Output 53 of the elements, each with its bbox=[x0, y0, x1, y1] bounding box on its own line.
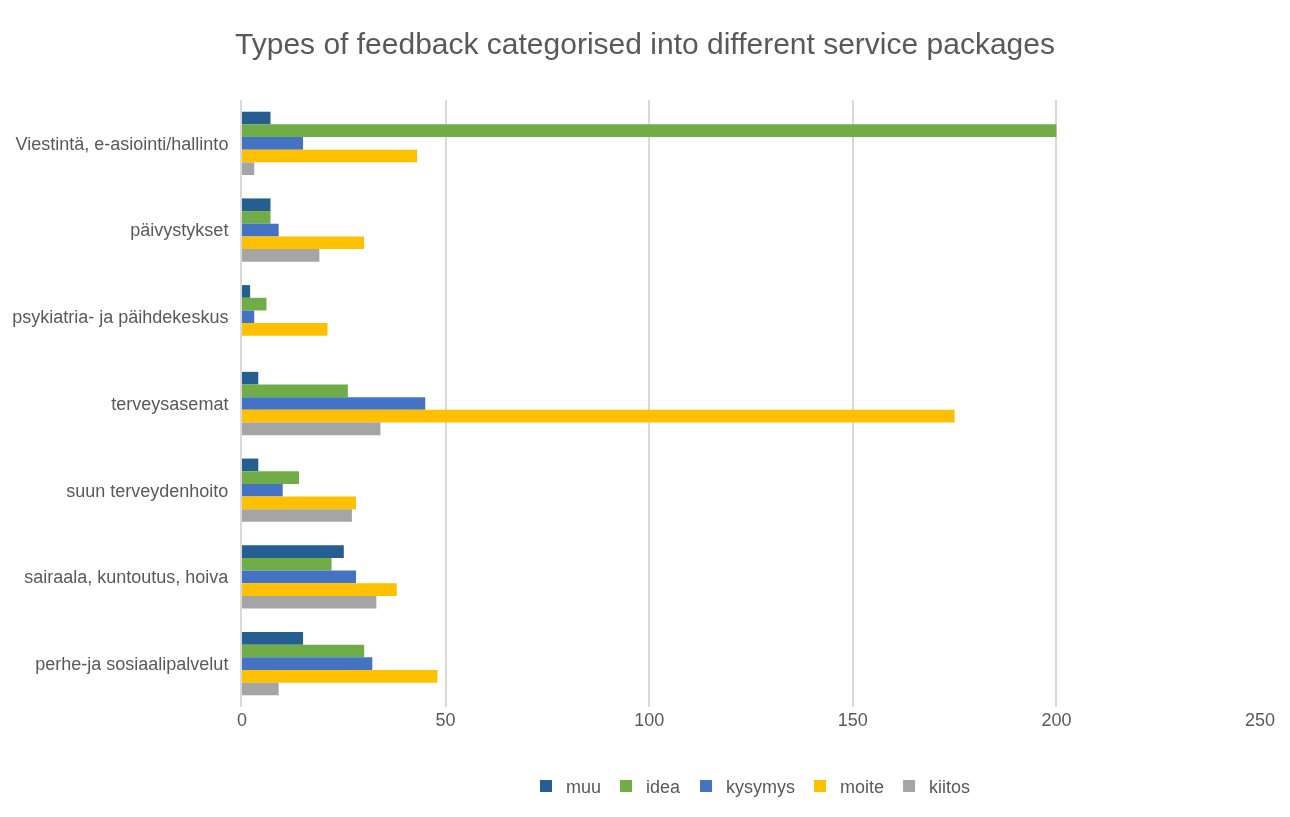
legend-label: kysymys bbox=[726, 776, 796, 797]
x-tick-label: 150 bbox=[837, 710, 868, 730]
bar bbox=[242, 211, 271, 224]
x-tick-label: 50 bbox=[435, 710, 456, 730]
x-tick-label: 200 bbox=[1041, 710, 1072, 730]
bar bbox=[242, 682, 279, 696]
bar bbox=[242, 583, 397, 596]
bar bbox=[242, 483, 283, 497]
bar bbox=[242, 285, 251, 298]
bar bbox=[242, 644, 365, 658]
bar bbox=[242, 223, 279, 237]
bar bbox=[242, 631, 304, 645]
y-tick-label: sairaala, kuntoutus, hoiva bbox=[24, 567, 230, 588]
bar bbox=[242, 471, 300, 484]
legend-label: kiitos bbox=[929, 776, 971, 797]
x-tick-label: 100 bbox=[634, 710, 665, 730]
bar bbox=[242, 669, 438, 683]
chart-title: Types of feedback categorised into different service packages bbox=[235, 26, 1055, 60]
y-tick-label: terveysasemat bbox=[111, 393, 229, 414]
bar bbox=[242, 545, 344, 558]
bar bbox=[242, 310, 255, 324]
y-tick-label: Viestintä, e-asiointi/hallinto bbox=[15, 133, 229, 154]
bar bbox=[242, 236, 365, 250]
bar bbox=[242, 297, 267, 311]
legend-label: moite bbox=[840, 776, 885, 797]
bar bbox=[242, 595, 377, 609]
y-tick-label: psykiatria- ja päihdekeskus bbox=[12, 307, 229, 328]
bar bbox=[242, 124, 1057, 138]
bar bbox=[242, 198, 271, 212]
bar bbox=[242, 422, 381, 436]
bar bbox=[242, 496, 357, 510]
bar bbox=[242, 657, 373, 670]
legend-label: muu bbox=[566, 776, 602, 797]
bar bbox=[242, 409, 955, 423]
bar bbox=[242, 371, 259, 385]
bar bbox=[242, 557, 332, 571]
x-tick-label: 250 bbox=[1244, 710, 1276, 730]
bar bbox=[242, 137, 304, 150]
bar bbox=[242, 149, 418, 163]
bar bbox=[242, 384, 348, 398]
y-tick-label: päivystykset bbox=[130, 220, 229, 241]
x-tick-label: 0 bbox=[236, 710, 248, 730]
legend-label: idea bbox=[646, 776, 682, 797]
bar bbox=[242, 570, 357, 584]
y-tick-label: perhe-ja sosiaalipalvelut bbox=[35, 653, 229, 674]
bar bbox=[242, 162, 255, 176]
bar bbox=[242, 249, 320, 262]
bar bbox=[242, 458, 259, 472]
y-tick-label: suun terveydenhoito bbox=[66, 480, 229, 501]
bar bbox=[242, 509, 352, 522]
bar bbox=[242, 323, 328, 336]
bar bbox=[242, 397, 426, 410]
bar bbox=[242, 111, 271, 125]
